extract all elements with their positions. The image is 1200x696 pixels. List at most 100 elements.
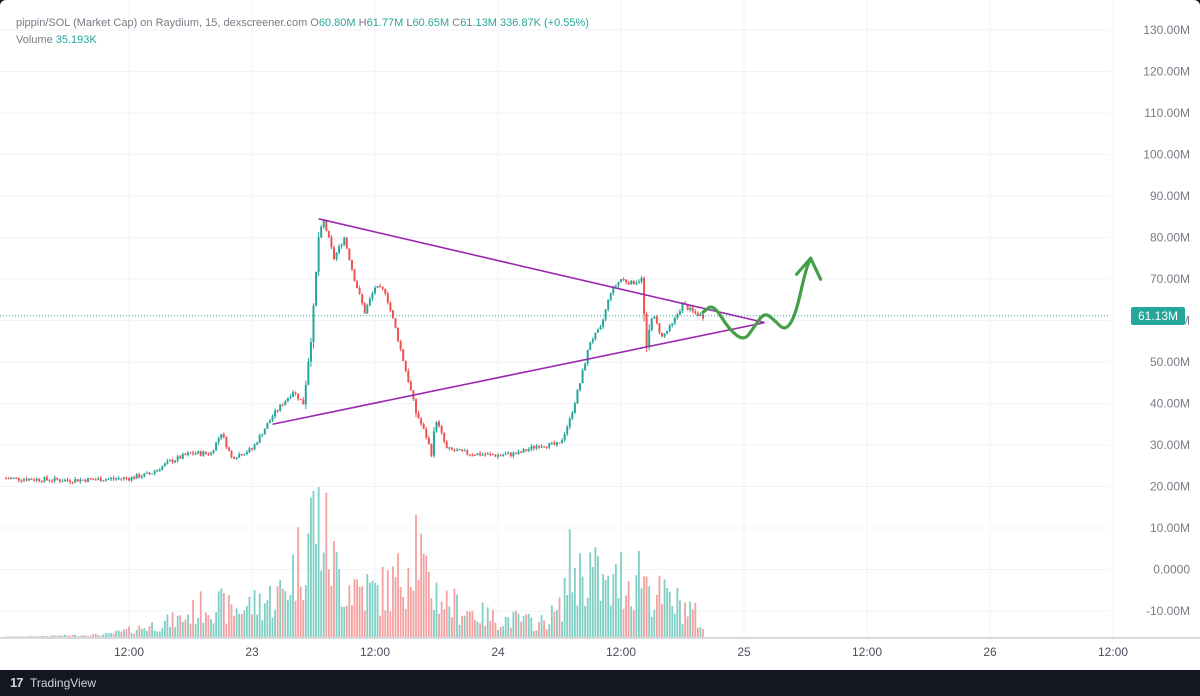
volume-bar	[635, 575, 638, 637]
candle-body	[197, 451, 200, 454]
candle-body	[643, 277, 646, 315]
volume-bar	[402, 596, 405, 637]
low-value: 60.65M	[412, 17, 450, 29]
volume-bar	[463, 615, 466, 637]
volume-bar	[253, 590, 256, 637]
legend-row-volume: Volume 35.193K	[16, 32, 589, 49]
volume-bar	[153, 630, 156, 637]
candle-body	[235, 457, 238, 459]
candle-body	[330, 237, 333, 248]
candle-body	[125, 477, 128, 479]
volume-bar	[684, 602, 686, 637]
volume-bar	[335, 552, 338, 637]
volume-bar	[215, 611, 218, 637]
x-tick-label: 24	[491, 645, 505, 659]
volume-bar	[117, 630, 120, 637]
volume-bar	[343, 606, 346, 637]
volume-bar	[658, 575, 661, 637]
candle-body	[368, 298, 371, 306]
volume-bar	[668, 591, 671, 637]
chart-canvas[interactable]: 130.00M 120.00M 110.00M 100.00M 90.00M 80.00M…	[0, 0, 1200, 670]
candle-body	[299, 399, 302, 401]
candle-body	[302, 399, 305, 405]
candle-body	[386, 293, 389, 303]
volume-bar	[494, 622, 497, 637]
candle-body	[532, 446, 535, 449]
candle-body	[691, 307, 694, 312]
volume-bar	[46, 636, 48, 637]
candle-body	[576, 390, 579, 404]
volume-bar	[169, 627, 171, 637]
candle-body	[63, 479, 66, 482]
candle-body	[499, 455, 502, 457]
candle-body	[461, 449, 464, 451]
volume-bar	[479, 623, 481, 637]
volume-bar	[107, 633, 110, 637]
candle-body	[169, 460, 171, 462]
candle-body	[448, 447, 451, 449]
candle-body	[327, 230, 330, 238]
candle-body	[171, 460, 174, 463]
candle-body	[548, 443, 551, 448]
volume-bar	[284, 591, 287, 637]
volume-bar	[415, 514, 417, 637]
volume-bar	[617, 598, 620, 637]
footer-bar: 17 TradingView	[0, 670, 1200, 696]
candle-body	[12, 477, 15, 479]
candle-body	[92, 478, 95, 480]
volume-bar	[207, 615, 210, 637]
y-tick-label: 70.00M	[1150, 272, 1190, 286]
candle-body	[186, 452, 189, 456]
candle-body	[66, 479, 69, 481]
chart-frame: 130.00M 120.00M 110.00M 100.00M 90.00M 80.00M…	[0, 0, 1200, 670]
candle-body	[637, 281, 640, 283]
candle-body	[338, 246, 341, 253]
candle-body	[374, 287, 376, 294]
candle-body	[527, 449, 530, 451]
y-tick-label: 20.00M	[1150, 480, 1190, 494]
volume-bar	[422, 553, 425, 637]
volume-bar	[174, 627, 177, 637]
candle-body	[356, 281, 359, 289]
volume-bar	[397, 553, 399, 637]
volume-bar	[515, 610, 517, 637]
volume-bar	[620, 552, 622, 637]
candle-body	[689, 307, 692, 310]
volume-bar	[474, 620, 476, 637]
candle-body	[207, 453, 210, 455]
volume-bar	[15, 636, 18, 637]
y-tick-label: 10.00M	[1150, 521, 1190, 535]
volume-bar	[310, 497, 312, 637]
candle-body	[450, 447, 453, 450]
close-value: 61.13M	[460, 17, 497, 29]
candles	[5, 219, 704, 485]
volume-bar	[461, 615, 464, 637]
volume-bars	[5, 487, 704, 637]
candle-body	[673, 317, 676, 324]
volume-bar	[671, 605, 674, 637]
tradingview-brand[interactable]: TradingView	[30, 676, 97, 690]
volume-bar	[430, 598, 433, 637]
candle-body	[681, 302, 684, 312]
candle-body	[366, 305, 369, 314]
candle-body	[594, 332, 597, 340]
volume-bar	[220, 588, 223, 637]
volume-bar	[571, 592, 574, 637]
candle-body	[612, 286, 615, 294]
volume-bar	[315, 544, 317, 637]
y-tick-label: -10.00M	[1146, 604, 1190, 618]
candle-body	[153, 471, 156, 474]
candle-body	[668, 325, 671, 331]
volume-bar	[609, 605, 612, 637]
candle-body	[15, 477, 18, 479]
volume-bar	[614, 564, 617, 637]
candle-body	[215, 442, 218, 451]
tradingview-logo-icon: 17	[10, 675, 24, 690]
candle-body	[25, 479, 28, 481]
volume-bar	[443, 609, 446, 637]
candle-body	[581, 370, 584, 384]
candle-body	[497, 455, 499, 457]
volume-bar	[312, 490, 315, 637]
candle-body	[430, 444, 433, 456]
volume-bar	[594, 547, 597, 637]
